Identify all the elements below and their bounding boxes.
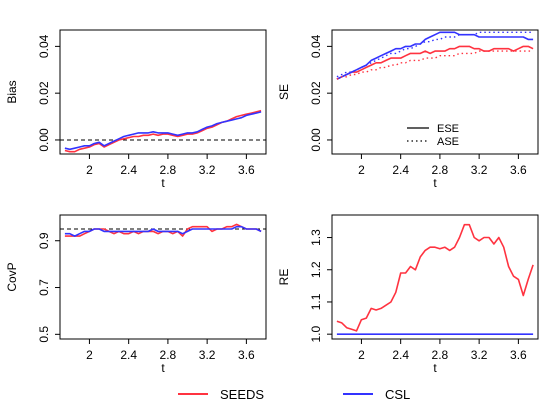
y-tick-label-bias: 0.02 (37, 81, 51, 105)
y-axis-title-re: RE (277, 269, 291, 286)
x-axis-title-bias: t (161, 176, 165, 190)
y-tick-label-re: 1.1 (309, 293, 323, 310)
panel-re: 2 2.4 2.8 3.2 3.6 1.0 1.1 1.2 1.3 t RE (277, 214, 539, 375)
x-tick-label-re: 2.4 (392, 348, 409, 362)
y-tick-label-bias: 0.04 (37, 34, 51, 58)
y-tick-label-se: 0.04 (309, 34, 323, 58)
x-tick-label-se: 2 (358, 163, 365, 177)
x-tick-label-bias: 3.2 (199, 163, 216, 177)
y-tick-label-bias: 0.00 (37, 128, 51, 152)
x-axis-title-re: t (433, 361, 437, 375)
panel-covp: 2 2.4 2.8 3.2 3.6 0.5 0.7 0.9 t CovP (5, 214, 267, 375)
x-tick-label-covp: 2.4 (120, 348, 137, 362)
legend-seeds-label: SEEDS (220, 387, 264, 402)
x-tick-label-bias: 2.8 (160, 163, 177, 177)
plot-frame-bias (59, 29, 267, 155)
x-tick-label-covp: 3.2 (199, 348, 216, 362)
legend-csl-label: CSL (385, 387, 410, 402)
inset-legend-label-ese: ESE (437, 123, 459, 135)
legend: SEEDS CSL (178, 387, 410, 402)
x-tick-label-se: 3.6 (510, 163, 527, 177)
y-tick-label-se: 0.02 (309, 81, 323, 105)
y-tick-label-se: 0.00 (309, 128, 323, 152)
series-line-re-seeds (336, 223, 534, 332)
y-tick-label-covp: 0.9 (37, 232, 51, 249)
panel-bias: 2 2.4 2.8 3.2 3.6 0.00 0.02 0.04 t Bias (5, 29, 267, 190)
series-line-bias-seeds (64, 109, 262, 153)
x-axis-title-covp: t (161, 361, 165, 375)
x-tick-label-re: 3.6 (510, 348, 527, 362)
x-tick-label-bias: 2 (86, 163, 93, 177)
series-line-bias-csl (64, 111, 262, 151)
series-line-covp-csl (64, 225, 262, 237)
y-axis-title-bias: Bias (5, 80, 19, 103)
plot-frame-covp (59, 214, 267, 340)
x-axis-title-se: t (433, 176, 437, 190)
series-line-covp-seeds (64, 223, 262, 237)
y-axis-title-se: SE (277, 84, 291, 100)
plot-frame-se (331, 29, 539, 155)
x-tick-label-re: 2 (358, 348, 365, 362)
x-tick-label-se: 2.4 (392, 163, 409, 177)
y-axis-title-covp: CovP (5, 262, 19, 291)
series-line-se-csl-ese (336, 31, 534, 80)
x-tick-label-bias: 2.4 (120, 163, 137, 177)
x-tick-label-se: 3.2 (471, 163, 488, 177)
x-tick-label-se: 2.8 (432, 163, 449, 177)
plot-frame-re (331, 214, 539, 340)
x-tick-label-re: 2.8 (432, 348, 449, 362)
x-tick-label-bias: 3.6 (238, 163, 255, 177)
y-tick-label-re: 1.0 (309, 326, 323, 343)
y-tick-label-re: 1.3 (309, 229, 323, 246)
y-tick-label-re: 1.2 (309, 261, 323, 278)
y-tick-label-covp: 0.7 (37, 279, 51, 296)
x-tick-label-re: 3.2 (471, 348, 488, 362)
x-tick-label-covp: 2.8 (160, 348, 177, 362)
x-tick-label-covp: 3.6 (238, 348, 255, 362)
inset-legend-label-ase: ASE (437, 136, 459, 148)
series-line-se-seeds-ese (336, 45, 534, 80)
x-tick-label-covp: 2 (86, 348, 93, 362)
series-line-se-csl-ase (336, 31, 534, 78)
y-tick-label-covp: 0.5 (37, 326, 51, 343)
